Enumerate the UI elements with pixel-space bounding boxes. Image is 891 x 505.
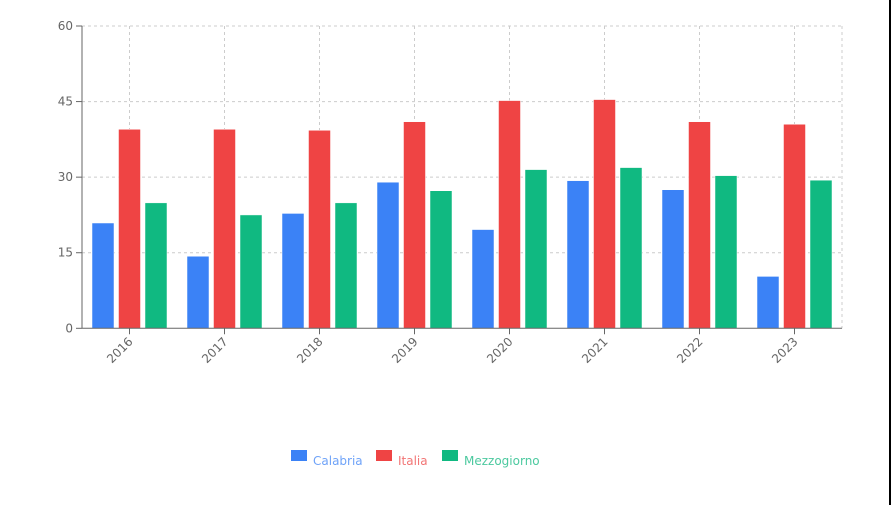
- bar-mezzogiorno-2022[interactable]: [714, 175, 738, 329]
- x-tick-label: 2020: [484, 335, 515, 366]
- italia-swatch-icon: [376, 450, 392, 461]
- y-tick-label: 15: [58, 246, 73, 260]
- y-tick-label: 0: [65, 321, 73, 335]
- calabria-swatch-icon: [291, 450, 307, 461]
- bar-mezzogiorno-2017[interactable]: [239, 214, 263, 329]
- bar-italia-2018[interactable]: [308, 130, 331, 329]
- legend-label: Italia: [398, 454, 428, 468]
- bar-mezzogiorno-2016[interactable]: [144, 202, 168, 329]
- window-edge: [889, 0, 891, 505]
- bar-italia-2016[interactable]: [118, 129, 141, 329]
- bar-italia-2020[interactable]: [498, 100, 521, 329]
- x-tick-label: 2023: [769, 335, 800, 366]
- legend-item-mezzogiorno[interactable]: Mezzogiorno: [442, 449, 540, 468]
- y-tick-label: 30: [58, 170, 73, 184]
- bar-calabria-2022[interactable]: [661, 189, 685, 329]
- bar-calabria-2019[interactable]: [376, 181, 400, 329]
- bar-calabria-2018[interactable]: [281, 213, 305, 329]
- bar-italia-2021[interactable]: [593, 99, 616, 329]
- legend-item-italia[interactable]: Italia: [376, 449, 428, 468]
- bars: [91, 99, 833, 329]
- bar-calabria-2021[interactable]: [566, 180, 590, 329]
- bar-mezzogiorno-2018[interactable]: [334, 202, 358, 329]
- x-tick-label: 2018: [294, 335, 325, 366]
- bar-calabria-2020[interactable]: [471, 229, 495, 329]
- legend-label: Mezzogiorno: [464, 454, 540, 468]
- x-tick-label: 2021: [579, 335, 610, 366]
- bar-mezzogiorno-2020[interactable]: [524, 169, 548, 329]
- bar-italia-2017[interactable]: [213, 129, 236, 329]
- mezzogiorno-swatch-icon: [442, 450, 458, 461]
- bar-calabria-2017[interactable]: [186, 256, 210, 329]
- bar-mezzogiorno-2019[interactable]: [429, 190, 453, 329]
- bar-italia-2023[interactable]: [783, 123, 806, 329]
- bar-italia-2019[interactable]: [403, 121, 426, 329]
- x-tick-label: 2019: [389, 335, 420, 366]
- legend-item-calabria[interactable]: Calabria: [291, 449, 363, 468]
- legend-label: Calabria: [313, 454, 363, 468]
- y-tick-label: 45: [58, 95, 73, 109]
- legend: Calabria Italia Mezzogiorno: [0, 449, 891, 469]
- x-tick-label: 2017: [199, 335, 230, 366]
- y-tick-label: 60: [58, 19, 73, 33]
- x-tick-label: 2016: [104, 335, 135, 366]
- bar-italia-2022[interactable]: [688, 121, 711, 329]
- bar-mezzogiorno-2021[interactable]: [619, 167, 643, 329]
- x-tick-label: 2022: [674, 335, 705, 366]
- bar-calabria-2023[interactable]: [756, 276, 780, 329]
- bar-calabria-2016[interactable]: [91, 222, 115, 329]
- bar-mezzogiorno-2023[interactable]: [809, 179, 833, 329]
